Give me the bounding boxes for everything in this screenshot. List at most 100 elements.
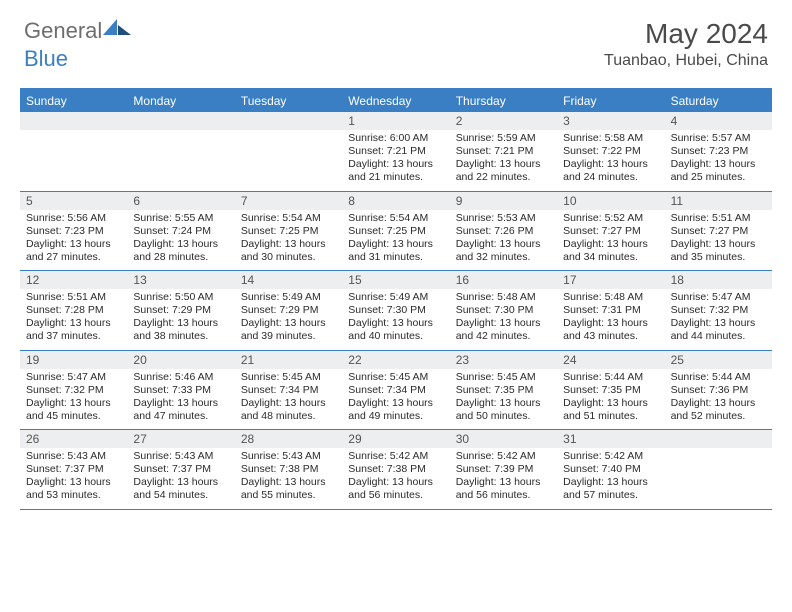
cell-body: Sunrise: 5:51 AMSunset: 7:28 PMDaylight:… — [20, 291, 127, 344]
calendar-cell: 19Sunrise: 5:47 AMSunset: 7:32 PMDayligh… — [20, 351, 127, 430]
cell-date: 2 — [450, 112, 557, 130]
calendar-cell: 21 Sunrise: 5:45 AMSunset: 7:34 PMDayligh… — [235, 351, 342, 430]
sunset-line: Sunset: 7:38 PM — [241, 463, 336, 476]
daylight-line: Daylight: 13 hours and 25 minutes. — [671, 158, 766, 184]
calendar-cell: 1Sunrise: 6:00 AMSunset: 7:21 PMDaylight… — [342, 112, 449, 191]
calendar-cell: 20Sunrise: 5:46 AMSunset: 7:33 PMDayligh… — [127, 351, 234, 430]
cell-date: 27 — [127, 430, 234, 448]
daylight-line: Daylight: 13 hours and 57 minutes. — [563, 476, 658, 502]
daylight-line: Daylight: 13 hours and 44 minutes. — [671, 317, 766, 343]
cell-date: 6 — [127, 192, 234, 210]
cell-body: Sunrise: 5:47 AMSunset: 7:32 PMDaylight:… — [20, 371, 127, 424]
sunset-line: Sunset: 7:25 PM — [348, 225, 443, 238]
daylight-line: Daylight: 13 hours and 35 minutes. — [671, 238, 766, 264]
logo: General — [24, 18, 131, 44]
calendar-cell: 3Sunrise: 5:58 AMSunset: 7:22 PMDaylight… — [557, 112, 664, 191]
cell-body: Sunrise: 5:54 AMSunset: 7:25 PMDaylight:… — [342, 212, 449, 265]
sunrise-line: Sunrise: 5:50 AM — [133, 291, 228, 304]
daylight-line: Daylight: 13 hours and 55 minutes. — [241, 476, 336, 502]
sunrise-line: Sunrise: 5:46 AM — [133, 371, 228, 384]
calendar-row: 19Sunrise: 5:47 AMSunset: 7:32 PMDayligh… — [20, 351, 772, 431]
calendar-cell: 17Sunrise: 5:48 AMSunset: 7:31 PMDayligh… — [557, 271, 664, 350]
sunrise-line: Sunrise: 5:58 AM — [563, 132, 658, 145]
calendar-cell: 14Sunrise: 5:49 AMSunset: 7:29 PMDayligh… — [235, 271, 342, 350]
sunset-line: Sunset: 7:23 PM — [671, 145, 766, 158]
sunset-line: Sunset: 7:34 PM — [348, 384, 443, 397]
daylight-line: Daylight: 13 hours and 43 minutes. — [563, 317, 658, 343]
cell-date: . — [127, 112, 234, 130]
calendar-row: ...1Sunrise: 6:00 AMSunset: 7:21 PMDayli… — [20, 112, 772, 192]
sunrise-line: Sunrise: 5:45 AM — [241, 371, 336, 384]
sunset-line: Sunset: 7:21 PM — [348, 145, 443, 158]
daylight-line: Daylight: 13 hours and 53 minutes. — [26, 476, 121, 502]
cell-date: 26 — [20, 430, 127, 448]
sunrise-line: Sunrise: 5:51 AM — [26, 291, 121, 304]
sunrise-line: Sunrise: 5:54 AM — [241, 212, 336, 225]
daylight-line: Daylight: 13 hours and 47 minutes. — [133, 397, 228, 423]
sunset-line: Sunset: 7:23 PM — [26, 225, 121, 238]
cell-date: 3 — [557, 112, 664, 130]
sunset-line: Sunset: 7:24 PM — [133, 225, 228, 238]
cell-date: . — [20, 112, 127, 130]
calendar-cell: 8Sunrise: 5:54 AMSunset: 7:25 PMDaylight… — [342, 192, 449, 271]
cell-date: 24 — [557, 351, 664, 369]
cell-date: 22 — [342, 351, 449, 369]
cell-body: Sunrise: 5:43 AMSunset: 7:37 PMDaylight:… — [20, 450, 127, 503]
cell-body: Sunrise: 5:45 AMSunset: 7:34 PMDaylight:… — [235, 371, 342, 424]
location-title: Tuanbao, Hubei, China — [604, 52, 768, 70]
sunset-line: Sunset: 7:27 PM — [563, 225, 658, 238]
sunrise-line: Sunrise: 5:49 AM — [241, 291, 336, 304]
sunrise-line: Sunrise: 5:49 AM — [348, 291, 443, 304]
daylight-line: Daylight: 13 hours and 49 minutes. — [348, 397, 443, 423]
cell-date: 28 — [235, 430, 342, 448]
calendar-row: 5 Sunrise: 5:56 AMSunset: 7:23 PM Daylight… — [20, 192, 772, 272]
calendar-cell: . — [235, 112, 342, 191]
daylight-line: Daylight: 13 hours and 42 minutes. — [456, 317, 551, 343]
calendar-cell: 12Sunrise: 5:51 AMSunset: 7:28 PMDayligh… — [20, 271, 127, 350]
cell-body: Sunrise: 5:48 AMSunset: 7:31 PMDaylight:… — [557, 291, 664, 344]
sunset-line: Sunset: 7:30 PM — [456, 304, 551, 317]
sunrise-line: Sunrise: 5:54 AM — [348, 212, 443, 225]
cell-date: 31 — [557, 430, 664, 448]
sunrise-line: Sunrise: 5:43 AM — [133, 450, 228, 463]
daylight-line: Daylight: 13 hours and 34 minutes. — [563, 238, 658, 264]
calendar-cell: 11Sunrise: 5:51 AMSunset: 7:27 PMDayligh… — [665, 192, 772, 271]
sunrise-line: Sunrise: 5:56 AM — [26, 212, 121, 225]
sunset-line: Sunset: 7:27 PM — [671, 225, 766, 238]
sunset-line: Sunset: 7:29 PM — [241, 304, 336, 317]
cell-body: Sunrise: 5:45 AMSunset: 7:34 PMDaylight:… — [342, 371, 449, 424]
cell-body: Sunrise: 5:44 AMSunset: 7:36 PMDaylight:… — [665, 371, 772, 424]
day-header: Monday — [127, 90, 234, 112]
cell-date: 1 — [342, 112, 449, 130]
sunrise-line: Sunrise: 5:44 AM — [671, 371, 766, 384]
cell-body: Sunrise: 5:55 AMSunset: 7:24 PMDaylight:… — [127, 212, 234, 265]
calendar-cell: 15Sunrise: 5:49 AMSunset: 7:30 PMDayligh… — [342, 271, 449, 350]
calendar-cell: 9Sunrise: 5:53 AMSunset: 7:26 PMDaylight… — [450, 192, 557, 271]
cell-body: Sunrise: 5:42 AMSunset: 7:39 PMDaylight:… — [450, 450, 557, 503]
sunrise-line: Sunrise: 5:44 AM — [563, 371, 658, 384]
calendar-cell: 10Sunrise: 5:52 AMSunset: 7:27 PMDayligh… — [557, 192, 664, 271]
sunset-line: Sunset: 7:26 PM — [456, 225, 551, 238]
sunset-line: Sunset: 7:37 PM — [133, 463, 228, 476]
cell-date: 7 — [235, 192, 342, 210]
calendar-cell: 13Sunrise: 5:50 AMSunset: 7:29 PMDayligh… — [127, 271, 234, 350]
sunrise-line: Sunrise: 5:48 AM — [563, 291, 658, 304]
day-header: Sunday — [20, 90, 127, 112]
sunset-line: Sunset: 7:29 PM — [133, 304, 228, 317]
sunset-line: Sunset: 7:21 PM — [456, 145, 551, 158]
sunrise-line: Sunrise: 5:42 AM — [563, 450, 658, 463]
calendar-cell: 2Sunrise: 5:59 AMSunset: 7:21 PMDaylight… — [450, 112, 557, 191]
cell-date: 5 — [20, 192, 127, 210]
cell-date: 23 — [450, 351, 557, 369]
calendar-cell: 25Sunrise: 5:44 AMSunset: 7:36 PMDayligh… — [665, 351, 772, 430]
daylight-line: Daylight: 13 hours and 56 minutes. — [456, 476, 551, 502]
cell-date: 21 — [235, 351, 342, 369]
cell-date: 4 — [665, 112, 772, 130]
cell-body: Sunrise: 5:53 AMSunset: 7:26 PMDaylight:… — [450, 212, 557, 265]
cell-date: 11 — [665, 192, 772, 210]
sunrise-line: Sunrise: 5:57 AM — [671, 132, 766, 145]
daylight-line: Daylight: 13 hours and 40 minutes. — [348, 317, 443, 343]
sunrise-line: Sunrise: 5:42 AM — [348, 450, 443, 463]
calendar-cell: 30Sunrise: 5:42 AMSunset: 7:39 PMDayligh… — [450, 430, 557, 509]
calendar-cell: 28Sunrise: 5:43 AMSunset: 7:38 PMDayligh… — [235, 430, 342, 509]
